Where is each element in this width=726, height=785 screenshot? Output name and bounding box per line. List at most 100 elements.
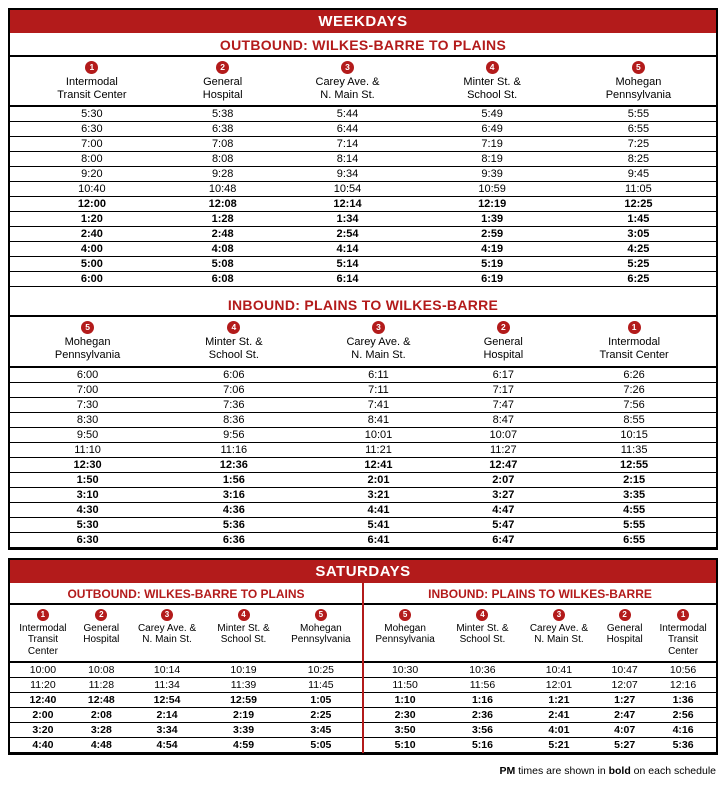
time-cell: 3:16	[165, 487, 302, 502]
time-cell: 12:07	[599, 678, 650, 693]
time-cell: 5:36	[650, 738, 716, 753]
time-cell: 9:20	[10, 167, 174, 182]
schedule-row: 9:209:289:349:399:45	[10, 167, 716, 182]
time-cell: 6:14	[272, 272, 424, 287]
time-cell: 1:10	[364, 693, 446, 708]
stop-number-badge: 1	[37, 609, 49, 621]
time-cell: 10:47	[599, 662, 650, 678]
time-cell: 2:19	[207, 708, 280, 723]
time-cell: 4:14	[272, 242, 424, 257]
saturdays-outbound-col: OUTBOUND: WILKES-BARRE TO PLAINS 1Interm…	[10, 583, 363, 754]
time-cell: 6:06	[165, 367, 302, 383]
time-cell: 3:10	[10, 487, 165, 502]
time-cell: 2:36	[446, 708, 519, 723]
stop-header: 3Carey Ave. &N. Main St.	[272, 57, 424, 106]
time-cell: 4:48	[76, 738, 127, 753]
time-cell: 10:07	[454, 427, 552, 442]
time-cell: 12:41	[303, 457, 455, 472]
time-cell: 4:16	[650, 723, 716, 738]
time-cell: 2:00	[10, 708, 76, 723]
time-cell: 7:41	[303, 397, 455, 412]
stop-header: 1IntermodalTransitCenter	[10, 605, 76, 663]
time-cell: 6:26	[552, 367, 716, 383]
time-cell: 4:40	[10, 738, 76, 753]
schedule-row: 5:305:365:415:475:55	[10, 517, 716, 532]
schedule-row: 2:402:482:542:593:05	[10, 227, 716, 242]
time-cell: 12:30	[10, 457, 165, 472]
time-cell: 12:01	[519, 678, 599, 693]
time-cell: 5:16	[446, 738, 519, 753]
stop-name-line: Hospital	[600, 634, 649, 646]
time-cell: 5:38	[174, 106, 272, 122]
stop-number-badge: 2	[216, 61, 229, 74]
time-cell: 9:34	[272, 167, 424, 182]
stop-number-badge: 4	[227, 321, 240, 334]
weekdays-title: WEEKDAYS	[10, 10, 716, 33]
time-cell: 3:45	[280, 723, 362, 738]
stop-number-badge: 4	[238, 609, 250, 621]
time-cell: 10:14	[127, 662, 207, 678]
schedule-row: 7:007:067:117:177:26	[10, 382, 716, 397]
time-cell: 10:01	[303, 427, 455, 442]
time-cell: 8:00	[10, 152, 174, 167]
time-cell: 6:55	[552, 532, 716, 547]
stop-name-line: Intermodal	[11, 623, 75, 635]
time-cell: 12:36	[165, 457, 302, 472]
stop-number-badge: 2	[95, 609, 107, 621]
time-cell: 9:28	[174, 167, 272, 182]
stop-header: 2GeneralHospital	[599, 605, 650, 663]
stop-name-line: N. Main St.	[305, 349, 453, 362]
time-cell: 6:41	[303, 532, 455, 547]
time-cell: 7:26	[552, 382, 716, 397]
stop-name-line: Mohegan	[365, 623, 445, 635]
stop-number-badge: 4	[486, 61, 499, 74]
schedule-row: 1:501:562:012:072:15	[10, 472, 716, 487]
time-cell: 7:11	[303, 382, 455, 397]
stop-number-badge: 3	[553, 609, 565, 621]
time-cell: 4:30	[10, 502, 165, 517]
time-cell: 11:56	[446, 678, 519, 693]
time-cell: 5:44	[272, 106, 424, 122]
time-cell: 5:19	[423, 257, 560, 272]
weekdays-inbound-title: INBOUND: PLAINS TO WILKES-BARRE	[10, 293, 716, 317]
schedule-row: 5:105:165:215:275:36	[364, 738, 716, 753]
time-cell: 5:25	[561, 257, 716, 272]
time-cell: 8:25	[561, 152, 716, 167]
stop-name-line: General	[600, 623, 649, 635]
stop-header: 2GeneralHospital	[174, 57, 272, 106]
stop-name-line: Intermodal	[651, 623, 715, 635]
stop-name-line: N. Main St.	[520, 634, 598, 646]
stop-name-line: Hospital	[77, 634, 126, 646]
time-cell: 6:19	[423, 272, 560, 287]
time-cell: 10:59	[423, 182, 560, 197]
stop-name-line: Transit	[651, 634, 715, 646]
time-cell: 8:47	[454, 412, 552, 427]
stop-name-line: Minter St. &	[208, 623, 279, 635]
saturdays-outbound-table: 1IntermodalTransitCenter2GeneralHospital…	[10, 605, 362, 754]
saturdays-title: SATURDAYS	[10, 560, 716, 583]
schedule-row: 10:3010:3610:4110:4710:56	[364, 662, 716, 678]
time-cell: 12:16	[650, 678, 716, 693]
stop-name-line: Carey Ave. &	[305, 336, 453, 349]
saturdays-inbound-table: 5MoheganPennsylvania4Minter St. &School …	[364, 605, 716, 754]
schedule-row: 1:201:281:341:391:45	[10, 212, 716, 227]
stop-header: 3Carey Ave. &N. Main St.	[127, 605, 207, 663]
stop-header: 2GeneralHospital	[454, 317, 552, 366]
time-cell: 1:39	[423, 212, 560, 227]
time-cell: 7:36	[165, 397, 302, 412]
stop-header: 3Carey Ave. &N. Main St.	[303, 317, 455, 366]
time-cell: 10:08	[76, 662, 127, 678]
time-cell: 4:08	[174, 242, 272, 257]
time-cell: 6:30	[10, 532, 165, 547]
time-cell: 8:36	[165, 412, 302, 427]
time-cell: 11:39	[207, 678, 280, 693]
schedule-row: 12:4012:4812:5412:591:05	[10, 693, 362, 708]
time-cell: 8:41	[303, 412, 455, 427]
time-cell: 3:05	[561, 227, 716, 242]
saturdays-block: SATURDAYS OUTBOUND: WILKES-BARRE TO PLAI…	[8, 558, 718, 756]
stop-header: 5MoheganPennsylvania	[280, 605, 362, 663]
time-cell: 4:19	[423, 242, 560, 257]
stop-header: 1IntermodalTransitCenter	[650, 605, 716, 663]
time-cell: 12:48	[76, 693, 127, 708]
time-cell: 7:19	[423, 137, 560, 152]
